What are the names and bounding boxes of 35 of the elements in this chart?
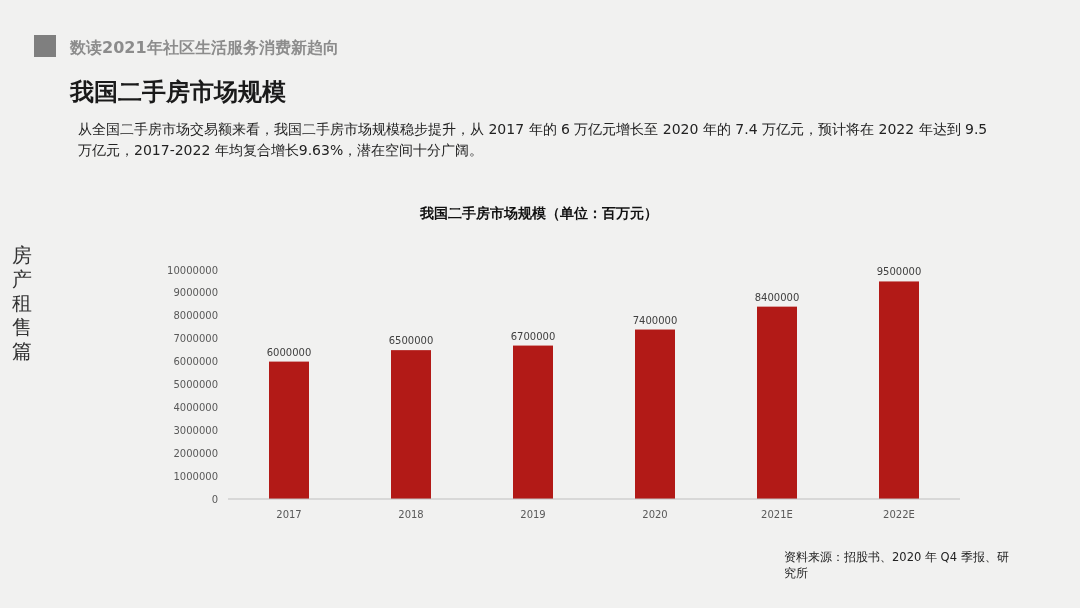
bar (513, 345, 553, 499)
chart-subtitle: 我国二手房市场规模（单位：百万元） (419, 205, 658, 221)
y-tick-label: 6000000 (173, 356, 218, 368)
bar (757, 306, 797, 499)
bar (879, 281, 919, 499)
data-label: 6700000 (510, 330, 556, 342)
bar (391, 350, 431, 499)
text: 数读2021年社区生活服务消费新趋向 (69, 38, 339, 57)
text: 资料来源：招股书、2020 年 Q4 季报、研究所 (784, 550, 1009, 580)
y-tick-label: 7000000 (173, 333, 218, 345)
x-tick-label: 2021E (761, 509, 793, 520)
data-label: 9500000 (876, 266, 922, 278)
bar (635, 329, 675, 499)
text: 房产租售篇 (12, 243, 32, 363)
y-tick-label: 5000000 (173, 379, 218, 390)
data-label: 6000000 (266, 346, 312, 358)
y-tick-label: 2000000 (173, 447, 218, 459)
x-tick-label: 2019 (520, 509, 546, 520)
x-tick-label: 2018 (398, 509, 424, 520)
y-tick-label: 9000000 (173, 287, 218, 299)
y-tick-label: 3000000 (173, 424, 218, 436)
data-label: 8400000 (754, 291, 800, 303)
y-tick-label: 1000000 (173, 470, 218, 482)
y-tick-label: 4000000 (173, 401, 218, 413)
chart-title: 我国二手房市场规模 (69, 78, 286, 106)
y-tick-label: 10000000 (167, 264, 218, 276)
x-tick-label: 2020 (642, 509, 668, 520)
x-tick-label: 2017 (276, 509, 302, 520)
y-tick-label: 8000000 (173, 310, 218, 322)
data-label: 6500000 (388, 335, 434, 347)
bar (269, 361, 309, 499)
data-label: 7400000 (632, 314, 678, 326)
y-tick-label: 0 (211, 493, 218, 505)
text: 从全国二手房市场交易额来看，我国二手房市场规模稳步提升，从 2017 年的 6 万亿元增长至 2020 年的 7.4 万亿元，预计将在 2022 年达到 9.5 万亿元，2017-2022 年均复合增长9.63%，潜在空间十分广阔。 (78, 121, 988, 158)
x-tick-label: 2022E (883, 509, 915, 520)
